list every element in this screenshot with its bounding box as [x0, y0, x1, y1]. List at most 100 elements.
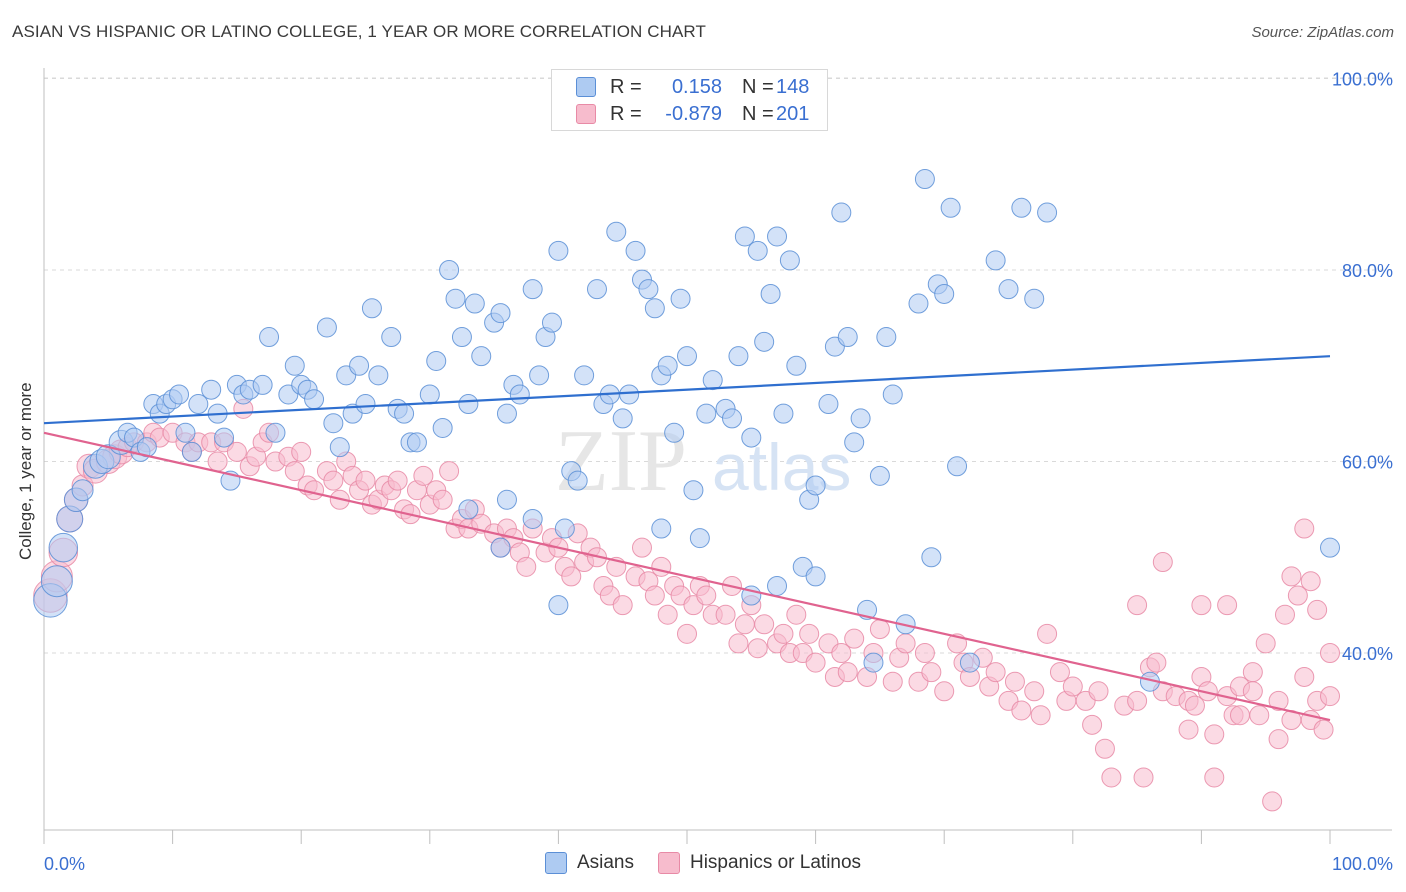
point-hispanic: [1300, 571, 1321, 592]
point-asian: [574, 365, 595, 386]
point-hispanic: [1274, 604, 1295, 625]
point-hispanic: [284, 461, 305, 482]
point-asian: [908, 293, 929, 314]
point-asian: [670, 288, 691, 309]
legend-item-asians[interactable]: Asians: [544, 852, 634, 874]
point-asian: [329, 437, 350, 458]
point-asian: [644, 298, 665, 319]
point-hispanic: [1229, 705, 1250, 726]
point-hispanic: [1133, 767, 1154, 788]
point-hispanic: [921, 662, 942, 683]
point-hispanic: [1004, 671, 1025, 692]
point-asian: [1037, 202, 1058, 223]
point-hispanic: [612, 595, 633, 616]
point-asian: [529, 365, 550, 386]
point-hispanic: [914, 643, 935, 663]
point-asian: [439, 260, 460, 280]
point-asian: [818, 394, 839, 415]
point-asian: [181, 441, 202, 462]
point-asian: [914, 169, 935, 190]
point-hispanic: [895, 633, 916, 654]
point-asian: [940, 197, 961, 218]
point-asian: [445, 288, 466, 309]
point-asian: [451, 327, 472, 348]
y-tick-label: 40.0%: [1342, 644, 1393, 664]
point-hispanic: [1242, 662, 1263, 683]
point-asian: [876, 327, 897, 348]
point-hispanic: [1204, 724, 1225, 745]
point-asian: [921, 547, 942, 568]
point-hispanic: [657, 604, 678, 625]
legend-n-label: N =: [742, 75, 774, 98]
point-asian: [522, 508, 543, 529]
point-asian: [863, 652, 884, 673]
trend-line-hispanics: [43, 431, 1331, 722]
point-asian: [606, 221, 627, 242]
point-asian: [169, 384, 190, 405]
point-asian: [831, 202, 852, 223]
point-asian: [509, 384, 530, 405]
point-asian: [882, 384, 903, 405]
point-hispanic: [1127, 595, 1148, 616]
point-hispanic: [1268, 729, 1289, 750]
point-asian: [683, 480, 704, 501]
point-hispanic: [439, 461, 460, 482]
point-hispanic: [747, 638, 768, 659]
point-hispanic: [773, 623, 794, 644]
point-hispanic: [1184, 695, 1205, 716]
axes: [43, 68, 1392, 844]
point-asian: [728, 346, 749, 367]
point-asian: [522, 279, 543, 300]
point-asian: [432, 417, 453, 438]
legend-n-value: 201: [776, 102, 810, 125]
legend-label-asians: Asians: [576, 852, 634, 873]
point-hispanic: [1152, 552, 1173, 573]
legend-item-hispanics[interactable]: Hispanics or Latinos: [657, 852, 862, 874]
legend-label-hispanics: Hispanics or Latinos: [689, 852, 862, 873]
y-tick-label: 60.0%: [1342, 453, 1393, 473]
point-asian: [259, 327, 280, 348]
point-asian: [747, 240, 768, 261]
point-asian: [959, 652, 980, 673]
point-asian: [586, 279, 607, 300]
point-asian: [214, 427, 235, 448]
point-hispanic: [1255, 633, 1276, 654]
y-tick-label: 80.0%: [1342, 261, 1393, 281]
point-hispanic: [644, 585, 665, 606]
point-hispanic: [226, 441, 247, 462]
watermark-atlas: atlas: [712, 430, 851, 504]
point-hispanic: [1320, 686, 1340, 707]
point-asian: [934, 283, 955, 304]
point-hispanic: [432, 489, 453, 510]
point-asian: [947, 456, 968, 477]
point-asian: [702, 370, 723, 391]
point-asian: [985, 250, 1006, 271]
point-asian: [490, 303, 511, 324]
point-hispanic: [696, 585, 717, 606]
point-hispanic: [1287, 585, 1308, 606]
point-hispanic: [805, 652, 826, 673]
point-asian: [1320, 537, 1340, 558]
point-hispanic: [1082, 714, 1103, 735]
point-hispanic: [1204, 767, 1225, 788]
point-asian: [837, 327, 858, 348]
point-asian: [361, 298, 382, 319]
point-hispanic: [1268, 690, 1289, 711]
point-hispanic: [882, 671, 903, 692]
point-hispanic: [1294, 518, 1315, 539]
point-hispanic: [1262, 791, 1283, 812]
point-asian: [786, 355, 807, 376]
point-asian: [426, 350, 447, 371]
point-hispanic: [304, 480, 325, 501]
y-axis-label: College, 1 year or more: [16, 382, 35, 560]
point-hispanic: [516, 556, 537, 577]
point-asian: [689, 528, 710, 549]
trend-lines: [43, 355, 1331, 722]
tick-labels: 40.0% 60.0% 80.0% 100.0% 0.0% 100.0%: [44, 70, 1393, 875]
legend-swatch-blue: [576, 77, 596, 97]
point-hispanic: [355, 470, 376, 491]
point-asian: [419, 384, 440, 405]
point-asian: [554, 518, 575, 539]
point-asian: [844, 432, 865, 453]
